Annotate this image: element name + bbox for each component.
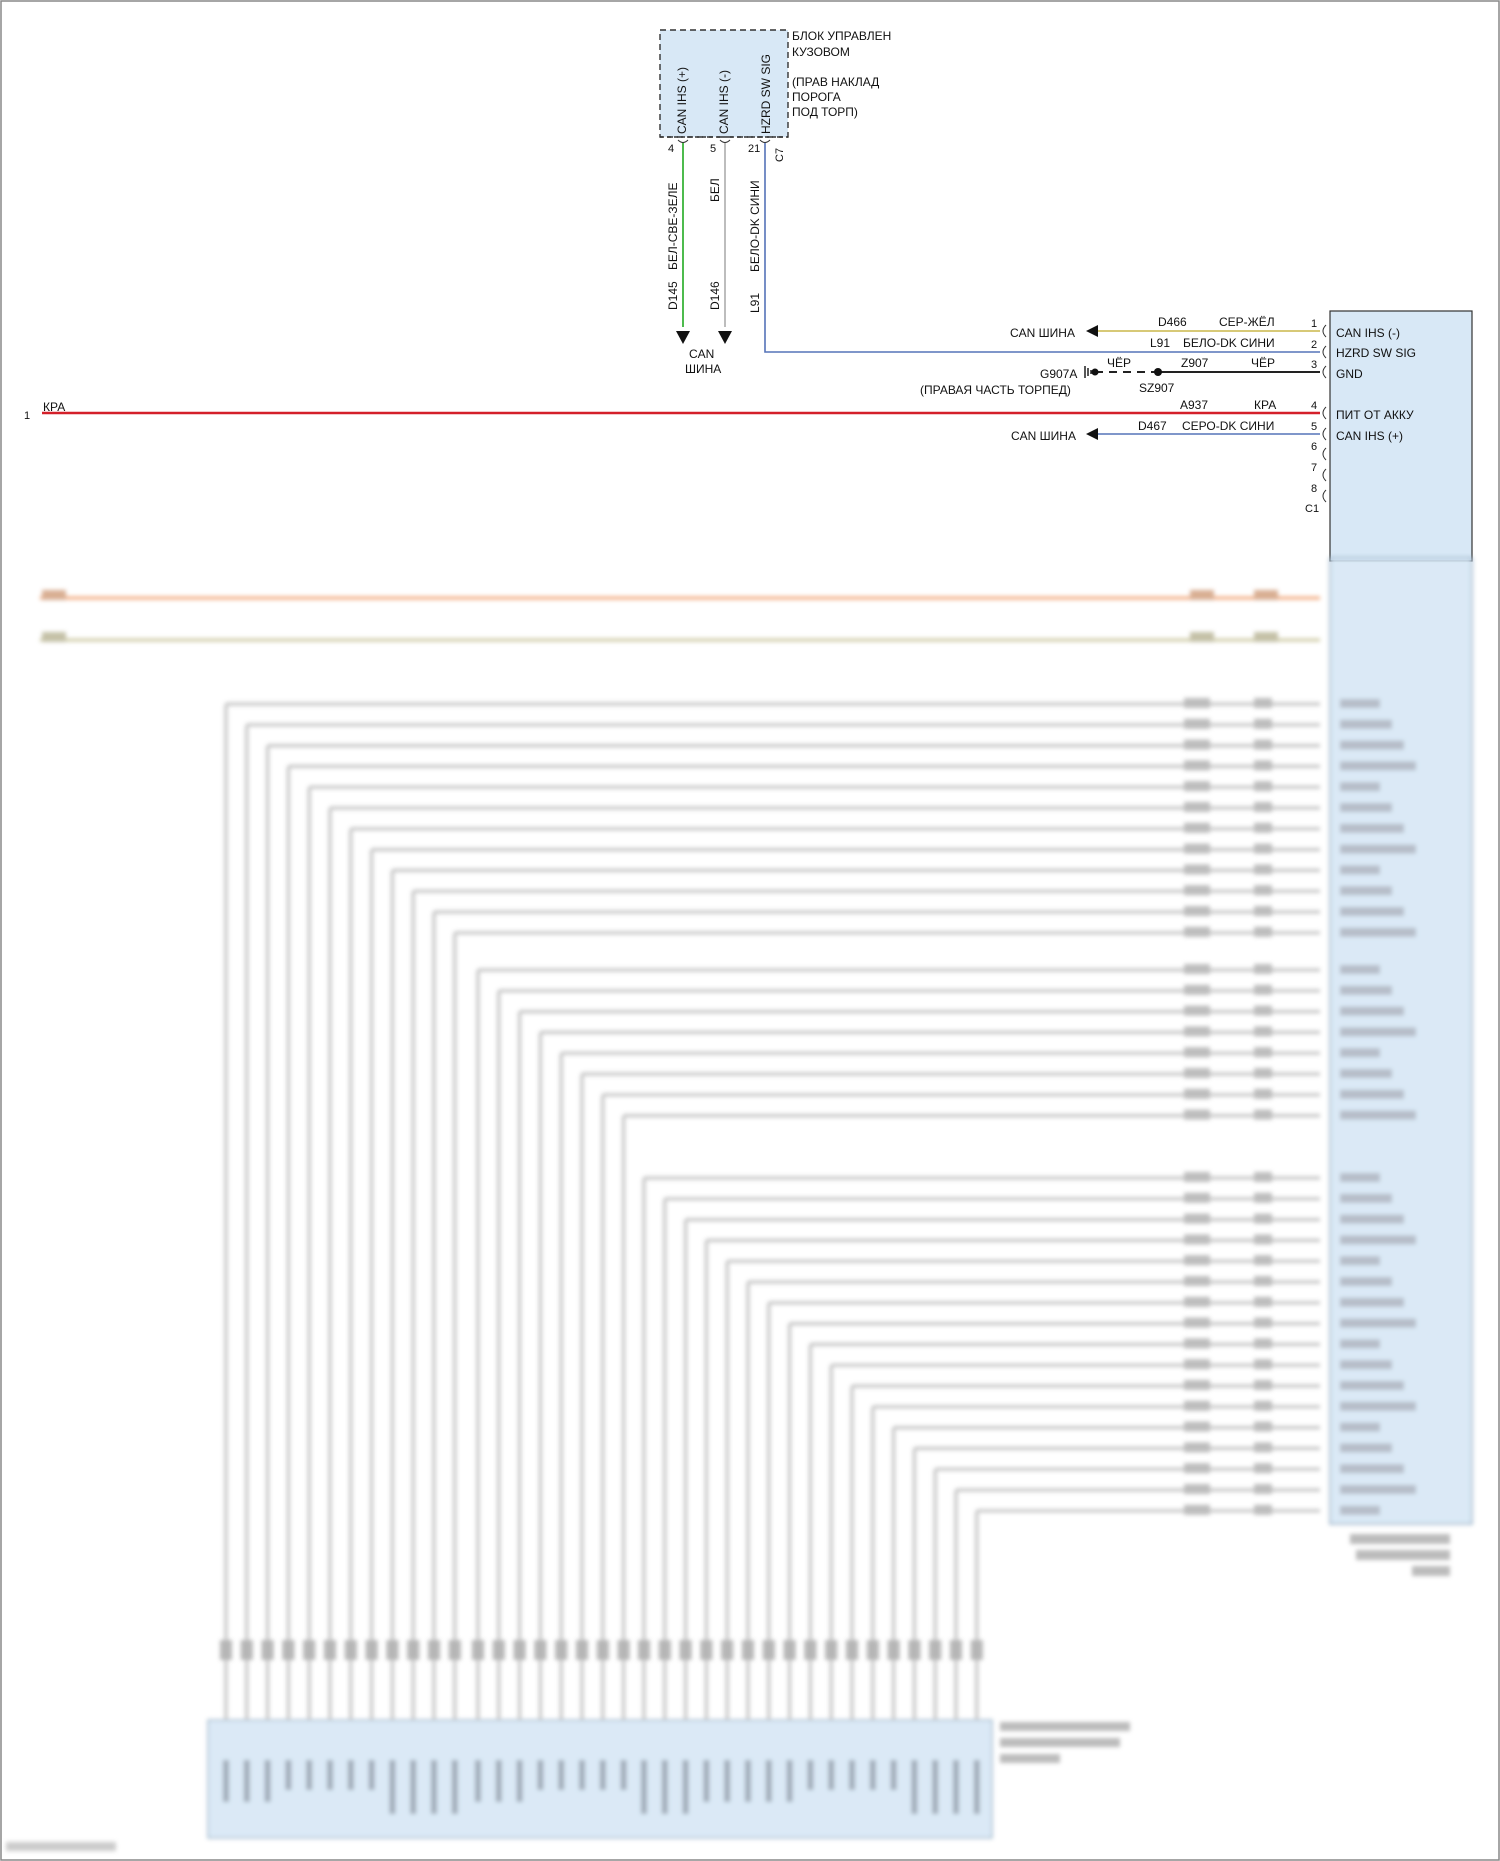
- wire-d145-color: БЕЛ-СВЕ-ЗЕЛЕ: [666, 182, 680, 270]
- rpin-num-2: 2: [1311, 339, 1317, 351]
- top-pin-num-4: 4: [668, 143, 674, 155]
- can-arrow-d146: [718, 331, 732, 344]
- top-connector-c7: C7: [774, 148, 786, 162]
- can-bus-label-d466: CAN ШИНА: [1010, 326, 1075, 340]
- top-pin-name-hzrd-sw-sig: HZRD SW SIG: [759, 54, 773, 134]
- pin-bracket: [1322, 489, 1327, 503]
- right-module-box: [1329, 310, 1473, 562]
- module-title-line-1: БЛОК УПРАВЛЕН: [792, 29, 891, 43]
- wire-z907-color: ЧЁР: [1251, 356, 1275, 370]
- pin-bracket: [1322, 447, 1327, 461]
- feed-num: 1: [24, 410, 30, 422]
- can-bus-label-line-2: ШИНА: [685, 362, 721, 376]
- rpin-num-5: 5: [1311, 421, 1317, 433]
- pin-bracket: [1322, 324, 1327, 338]
- rpin-num-7: 7: [1311, 462, 1317, 474]
- pin-bracket: [1322, 365, 1327, 379]
- pin-bracket: [1322, 345, 1327, 359]
- wire-d146-color: БЕЛ: [708, 178, 722, 202]
- wire-d466-circuit: D466: [1158, 315, 1187, 329]
- ground-symbol: [1084, 366, 1092, 378]
- pin-bracket: [1322, 406, 1327, 420]
- pin-bracket: [1322, 468, 1327, 482]
- can-arrow-d145: [676, 331, 690, 344]
- can-bus-label-d467: CAN ШИНА: [1011, 429, 1076, 443]
- wire-d466-color: СЕР-ЖЁЛ: [1219, 315, 1275, 329]
- right-module-pins: [1322, 324, 1327, 503]
- pin-bracket-4: [677, 139, 689, 143]
- wire-d467-color: СЕРО-DK СИНИ: [1182, 419, 1274, 433]
- wire-z907-circuit: Z907: [1181, 356, 1209, 370]
- ground-wire-color: ЧЁР: [1107, 356, 1131, 370]
- ground-location: (ПРАВАЯ ЧАСТЬ ТОРПЕД): [920, 383, 1071, 397]
- wire-l91-right-color: БЕЛО-DK СИНИ: [1183, 336, 1275, 350]
- rpin-name-2: HZRD SW SIG: [1336, 346, 1416, 360]
- top-pin-name-can-ihs-minus: CAN IHS (-): [717, 70, 731, 134]
- can-bus-label-line-1: CAN: [689, 347, 714, 361]
- pin-bracket: [1322, 427, 1327, 441]
- module-location-line-1: (ПРАВ НАКЛАД: [792, 75, 879, 89]
- arrow-can-d467: [1086, 428, 1098, 440]
- rpin-num-3: 3: [1311, 359, 1317, 371]
- arrow-can-d466: [1086, 325, 1098, 337]
- ground-g907a-dot: [1091, 368, 1099, 376]
- module-location-line-2: ПОРОГА: [792, 90, 841, 104]
- blurred-lower-region: [6, 557, 1473, 1851]
- rpin-name-4: ПИТ ОТ АККУ: [1336, 408, 1414, 422]
- rpin-num-4: 4: [1311, 400, 1317, 412]
- body-control-module-box: [659, 29, 789, 138]
- rpin-num-6: 6: [1311, 441, 1317, 453]
- pin-bracket-5: [719, 139, 731, 143]
- wire-l91-color: БЕЛО-DK СИНИ: [748, 180, 762, 272]
- splice-sz907-label: SZ907: [1139, 381, 1175, 395]
- top-pin-num-21: 21: [748, 143, 760, 155]
- splice-sz907-dot: [1154, 368, 1162, 376]
- top-pin-name-can-ihs-plus: CAN IHS (+): [675, 67, 689, 134]
- rpin-name-3: GND: [1336, 367, 1363, 381]
- wire-d146-circuit: D146: [708, 281, 722, 310]
- wire-l91-right-circuit: L91: [1150, 336, 1170, 350]
- wire-d145-circuit: D145: [666, 281, 680, 310]
- wire-l91-circuit: L91: [748, 293, 762, 313]
- module-title-line-2: КУЗОВОМ: [792, 45, 850, 59]
- rpin-num-8: 8: [1311, 483, 1317, 495]
- rpin-connector-c1: C1: [1305, 503, 1319, 515]
- wire-a937-circuit: A937: [1180, 398, 1208, 412]
- top-pin-num-5: 5: [710, 143, 716, 155]
- wire-d467-circuit: D467: [1138, 419, 1167, 433]
- wire-a937-color: КРА: [1254, 398, 1276, 412]
- rpin-name-5: CAN IHS (+): [1336, 429, 1403, 443]
- wire-l91: [764, 142, 1320, 353]
- ground-name: G907A: [1040, 367, 1077, 381]
- pin-bracket-21: [759, 139, 771, 143]
- rpin-name-1: CAN IHS (-): [1336, 326, 1400, 340]
- feed-wire-color: КРА: [43, 400, 65, 414]
- rpin-num-1: 1: [1311, 318, 1317, 330]
- module-location-line-3: ПОД ТОРП): [792, 105, 858, 119]
